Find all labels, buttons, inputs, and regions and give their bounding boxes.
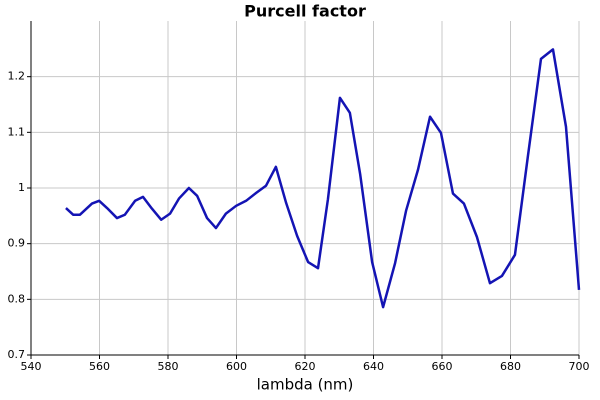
y-tick-label: 0.7 bbox=[8, 348, 26, 361]
data-line bbox=[65, 48, 581, 309]
chart-title: Purcell factor bbox=[244, 2, 366, 21]
x-axis-label: lambda (nm) bbox=[257, 376, 354, 394]
y-tick-label: 1.2 bbox=[8, 70, 26, 83]
x-tick-label: 620 bbox=[295, 360, 316, 373]
x-tick-label: 540 bbox=[21, 360, 42, 373]
x-tick-label: 600 bbox=[226, 360, 247, 373]
x-tick-label: 560 bbox=[89, 360, 110, 373]
y-tick-label: 1 bbox=[18, 181, 25, 194]
x-tick-label: 660 bbox=[432, 360, 453, 373]
x-tick-label: 700 bbox=[569, 360, 590, 373]
x-tick-label: 580 bbox=[158, 360, 179, 373]
x-tick-label: 680 bbox=[500, 360, 521, 373]
y-tick-label: 0.9 bbox=[8, 237, 26, 250]
y-tick-label: 0.8 bbox=[8, 292, 26, 305]
y-tick-label: 1.1 bbox=[8, 125, 26, 138]
x-tick-label: 640 bbox=[363, 360, 384, 373]
